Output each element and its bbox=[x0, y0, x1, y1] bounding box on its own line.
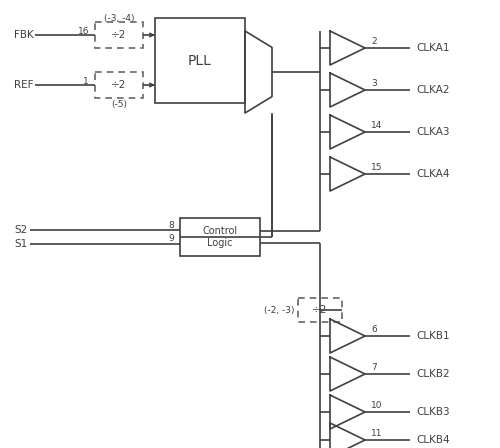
Text: 14: 14 bbox=[371, 121, 382, 129]
Text: CLKA3: CLKA3 bbox=[416, 127, 450, 137]
Bar bbox=[95, 72, 143, 98]
Text: S2: S2 bbox=[14, 225, 27, 235]
Text: ÷2: ÷2 bbox=[112, 30, 126, 40]
Text: 11: 11 bbox=[371, 428, 382, 438]
Text: 3: 3 bbox=[371, 78, 377, 87]
Text: REF: REF bbox=[14, 80, 34, 90]
Text: 7: 7 bbox=[371, 362, 377, 371]
Bar bbox=[180, 218, 260, 256]
Text: (-5): (-5) bbox=[111, 99, 127, 108]
Text: CLKB3: CLKB3 bbox=[416, 407, 450, 417]
Text: 6: 6 bbox=[371, 324, 377, 333]
Text: Control
Logic: Control Logic bbox=[202, 226, 237, 248]
Text: ÷2: ÷2 bbox=[112, 80, 126, 90]
Text: 15: 15 bbox=[371, 163, 382, 172]
Text: 8: 8 bbox=[168, 221, 174, 230]
Text: 2: 2 bbox=[371, 36, 376, 46]
Text: CLKB4: CLKB4 bbox=[416, 435, 450, 445]
Text: FBK: FBK bbox=[14, 30, 34, 40]
Text: CLKA2: CLKA2 bbox=[416, 85, 450, 95]
Text: 16: 16 bbox=[78, 26, 89, 35]
Text: S1: S1 bbox=[14, 239, 27, 249]
Text: CLKA4: CLKA4 bbox=[416, 169, 450, 179]
Bar bbox=[155, 18, 245, 103]
Text: PLL: PLL bbox=[188, 53, 212, 68]
Text: 10: 10 bbox=[371, 401, 382, 409]
Text: (-3, -4): (-3, -4) bbox=[104, 13, 134, 22]
Text: CLKA1: CLKA1 bbox=[416, 43, 450, 53]
Text: (-2, -3): (-2, -3) bbox=[264, 306, 294, 314]
Text: 9: 9 bbox=[168, 234, 174, 243]
Text: CLKB2: CLKB2 bbox=[416, 369, 450, 379]
Text: ÷2: ÷2 bbox=[312, 305, 328, 315]
Text: 1: 1 bbox=[83, 77, 89, 86]
Bar bbox=[298, 298, 342, 322]
Bar bbox=[95, 22, 143, 48]
Text: CLKB1: CLKB1 bbox=[416, 331, 450, 341]
